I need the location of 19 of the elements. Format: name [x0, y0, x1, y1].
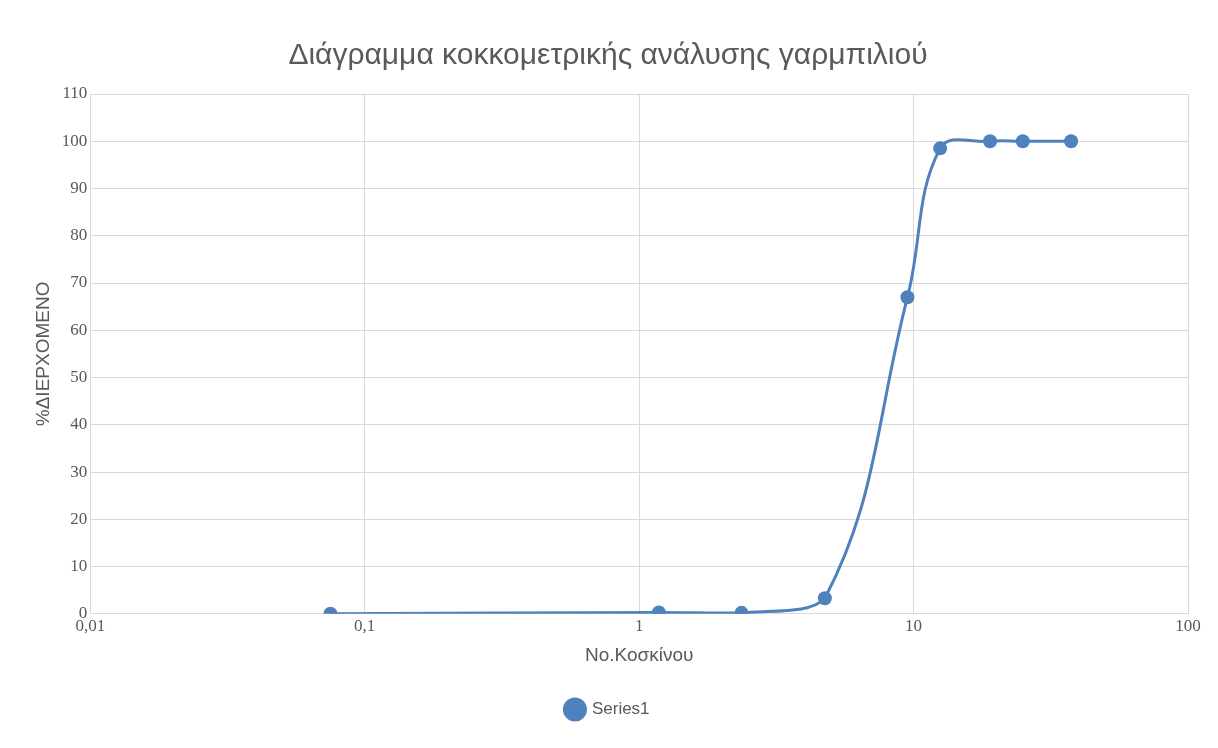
legend-label: Series1 [591, 699, 650, 719]
y-tick-label: 110 [62, 83, 88, 103]
y-tick-label: 40 [70, 414, 88, 434]
y-tick-label: 30 [70, 461, 88, 481]
y-axis-title: %ΔΙΕΡΧΟΜΕΝΟ [31, 281, 53, 427]
y-tick-label: 60 [70, 319, 88, 339]
y-tick-label: 50 [70, 367, 88, 386]
y-tick-label: 70 [70, 272, 88, 292]
chart-title: Διάγραμμα κοκκομετρικής ανάλυσης γαρμπιλιού [288, 37, 928, 71]
y-tick-label: 10 [70, 556, 88, 576]
x-tick-label: 1 [634, 616, 644, 636]
x-axis-title: No.Κοσκίνου [584, 643, 694, 665]
y-tick-label: 20 [70, 508, 88, 528]
y-tick-label: 90 [70, 177, 88, 197]
x-tick-label: 0,1 [354, 616, 376, 636]
y-tick-label: 100 [61, 130, 88, 150]
x-tick-label: 10 [905, 616, 923, 636]
x-tick-label: 100 [1175, 616, 1201, 636]
y-tick-label: 80 [70, 225, 88, 245]
